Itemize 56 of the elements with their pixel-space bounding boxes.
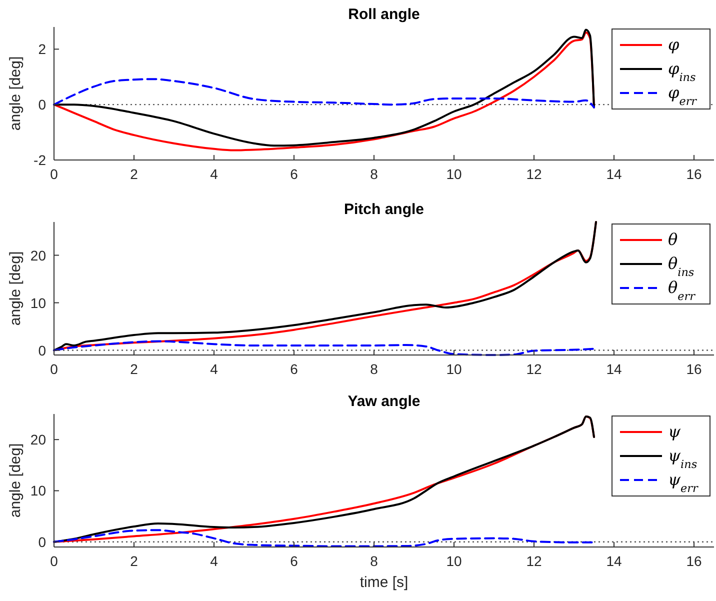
x-tick-label: 6 [290, 361, 298, 377]
x-tick-label: 4 [210, 553, 218, 569]
y-axis-title: angle [deg] [7, 251, 24, 326]
x-tick-label: 6 [290, 553, 298, 569]
x-tick-label: 8 [370, 166, 378, 182]
y-tick-label: 20 [30, 432, 46, 448]
x-tick-label: 2 [130, 166, 138, 182]
x-tick-label: 12 [526, 361, 542, 377]
line-series [53, 221, 597, 352]
x-tick-label: 12 [526, 553, 542, 569]
x-tick-label: 16 [686, 361, 702, 377]
x-tick-label: 16 [686, 553, 702, 569]
legend-label: θ$_{err}$ [668, 278, 696, 302]
x-tick-label: 0 [50, 553, 58, 569]
y-tick-label: 2 [38, 41, 46, 58]
y-tick-label: 10 [30, 294, 46, 311]
y-tick-label: 10 [30, 482, 46, 499]
x-tick-label: 10 [446, 166, 462, 182]
line-series [53, 529, 595, 548]
x-tick-label: 2 [130, 361, 138, 377]
legend-label: φ$_{ins}$ [668, 59, 696, 84]
x-tick-label: 8 [370, 361, 378, 377]
x-tick-label: 0 [50, 361, 58, 377]
y-tick-label: 0 [38, 96, 46, 113]
x-tick-label: 6 [290, 166, 298, 182]
legend-label: θ [668, 230, 678, 249]
legend-label: ψ [668, 422, 681, 441]
x-tick-label: 16 [686, 166, 702, 182]
x-tick-label: 10 [446, 361, 462, 377]
y-axis-title: angle [deg] [7, 443, 24, 518]
legend-label: θ$_{ins}$ [668, 254, 694, 278]
legend-label: ψ$_{ins}$ [668, 446, 698, 470]
x-tick-label: 14 [606, 361, 622, 377]
chart-title: Pitch angle [344, 201, 424, 218]
legend-label: ψ$_{err}$ [668, 470, 699, 494]
x-tick-label: 4 [210, 166, 218, 182]
legend-label: φ$_{err}$ [668, 83, 698, 108]
y-tick-label: -2 [34, 152, 46, 168]
x-tick-label: 14 [606, 166, 622, 182]
x-tick-label: 2 [130, 553, 138, 569]
y-tick-label: 0 [38, 534, 46, 550]
x-axis-title: time [s] [360, 574, 408, 591]
line-series [53, 340, 595, 356]
x-tick-label: 14 [606, 553, 622, 569]
x-tick-label: 10 [446, 553, 462, 569]
chart-title: Roll angle [348, 6, 420, 23]
x-tick-label: 4 [210, 361, 218, 377]
x-tick-label: 0 [50, 166, 58, 182]
line-series [53, 78, 595, 108]
y-tick-label: 0 [38, 342, 46, 358]
x-tick-label: 8 [370, 553, 378, 569]
chart-title: Yaw angle [348, 393, 420, 410]
y-axis-title: angle [deg] [7, 56, 24, 131]
legend-label: φ [668, 35, 680, 54]
x-tick-label: 12 [526, 166, 542, 182]
y-tick-label: 20 [30, 247, 46, 264]
